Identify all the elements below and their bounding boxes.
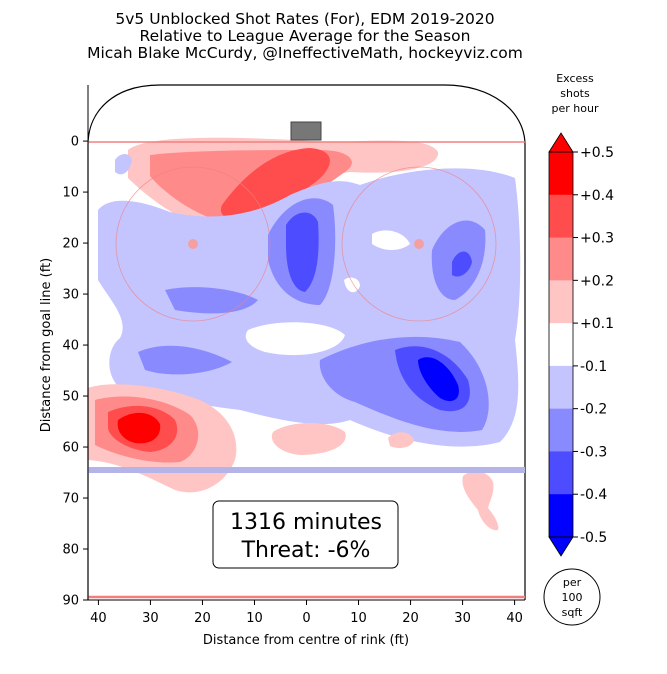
colorbar-tick-label: -0.1: [580, 359, 607, 375]
colorbar-tick-label: -0.3: [580, 444, 607, 460]
colorbar-band: [549, 494, 573, 538]
unit-line: sqft: [562, 606, 583, 619]
x-tick-label: 10: [350, 611, 367, 626]
annotation-box: [212, 500, 399, 569]
y-tick-label: 10: [62, 186, 79, 201]
threat-annotation: 1316 minutes Threat: -6%: [212, 500, 399, 569]
colorbar-band: [549, 323, 573, 367]
unit-circle: [543, 568, 601, 626]
y-tick-label: 50: [62, 390, 79, 405]
x-tick-label: 30: [454, 611, 471, 626]
rink-markings: [87, 84, 526, 600]
colorbar-tick-label: +0.4: [580, 188, 614, 204]
y-axis-label: Distance from goal line (ft): [39, 258, 54, 432]
faceoff-circle-left: [115, 166, 271, 322]
y-ticks: 0 10 20 30 40 50 60 70 80 90: [62, 135, 88, 609]
threat-text: Threat: -6%: [241, 538, 371, 563]
heat-region-red: [117, 412, 161, 444]
colorbar-band: [549, 194, 573, 239]
colorbar-band: [549, 408, 573, 452]
colorbar-tick-label: +0.2: [580, 273, 614, 289]
colorbar-band: [549, 451, 573, 495]
x-tick-label: 40: [90, 611, 107, 626]
y-tick-label: 30: [62, 288, 79, 303]
x-ticks: 40 30 20 10 0 10 20 30 40: [90, 600, 523, 626]
chart-credit: Micah Blake McCurdy, @IneffectiveMath, h…: [87, 44, 523, 62]
colorbar-tick-label: +0.5: [580, 145, 614, 161]
heat-region-blue: [115, 154, 132, 175]
goal-net: [290, 121, 322, 141]
colorbar-band: [549, 365, 573, 410]
y-tick-label: 40: [62, 339, 79, 354]
y-tick-label: 60: [62, 441, 79, 456]
colorbar-band: [549, 280, 573, 324]
colorbar-top-arrow: [548, 132, 574, 153]
colorbar-tick-label: +0.1: [580, 316, 614, 332]
colorbar-label-line: shots: [560, 87, 590, 100]
y-tick-label: 0: [71, 135, 79, 150]
colorbar-bands: [549, 152, 573, 538]
faceoff-dot-left: [188, 239, 198, 249]
y-tick-label: 90: [62, 594, 79, 609]
axes: 0 10 20 30 40 50 60 70 80 90 40 30 20 10 0 10 20 30 40 Di…: [39, 85, 525, 648]
colorbar: Excess shots per hour +0.5+0.4+0.3+0.2+0…: [543, 72, 614, 626]
unit-line: per: [563, 576, 582, 589]
y-tick-label: 70: [62, 492, 79, 507]
blue-line: [88, 467, 525, 473]
x-tick-label: 30: [142, 611, 159, 626]
x-tick-label: 0: [302, 611, 310, 626]
y-tick-label: 80: [62, 543, 79, 558]
x-tick-label: 20: [402, 611, 419, 626]
x-tick-label: 10: [246, 611, 263, 626]
heat-region-neutral: [245, 230, 410, 356]
colorbar-ticks: +0.5 +0.4 +0.3 +0.2 +0.1 -0.1 -0.2 -0.3 -0.4 -0.5: [573, 145, 614, 546]
y-tick-label: 20: [62, 237, 79, 252]
heat-region-blue: [418, 357, 459, 402]
colorbar-band: [549, 237, 573, 281]
chart-title: 5v5 Unblocked Shot Rates (For), EDM 2019…: [115, 10, 495, 28]
heat-region-red: [220, 148, 330, 220]
heat-regions: [88, 137, 521, 531]
heat-region-red: [271, 423, 499, 531]
x-axis-label: Distance from centre of rink (ft): [203, 633, 409, 648]
colorbar-tick-label: -0.4: [580, 487, 607, 503]
colorbar-bottom-arrow: [548, 536, 574, 557]
colorbar-tick-label: -0.5: [580, 530, 607, 546]
chart-subtitle: Relative to League Average for the Seaso…: [139, 27, 471, 45]
faceoff-circle-right: [341, 166, 497, 322]
minutes-text: 1316 minutes: [230, 510, 382, 535]
faceoff-dot-right: [414, 239, 424, 249]
unit-line: 100: [562, 591, 583, 604]
colorbar-tick-label: -0.2: [580, 402, 607, 418]
x-tick-label: 20: [194, 611, 211, 626]
colorbar-band: [549, 152, 573, 196]
x-tick-label: 40: [506, 611, 523, 626]
colorbar-tick-label: +0.3: [580, 231, 614, 247]
rink-boards: [87, 84, 526, 600]
colorbar-frame: [548, 151, 574, 538]
colorbar-label-line: Excess: [556, 72, 594, 85]
colorbar-label-line: per hour: [552, 102, 599, 115]
